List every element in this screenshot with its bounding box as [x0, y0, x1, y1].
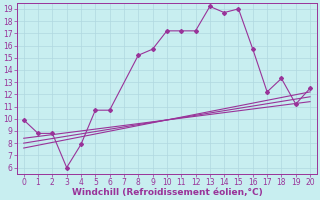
X-axis label: Windchill (Refroidissement éolien,°C): Windchill (Refroidissement éolien,°C) [72, 188, 262, 197]
